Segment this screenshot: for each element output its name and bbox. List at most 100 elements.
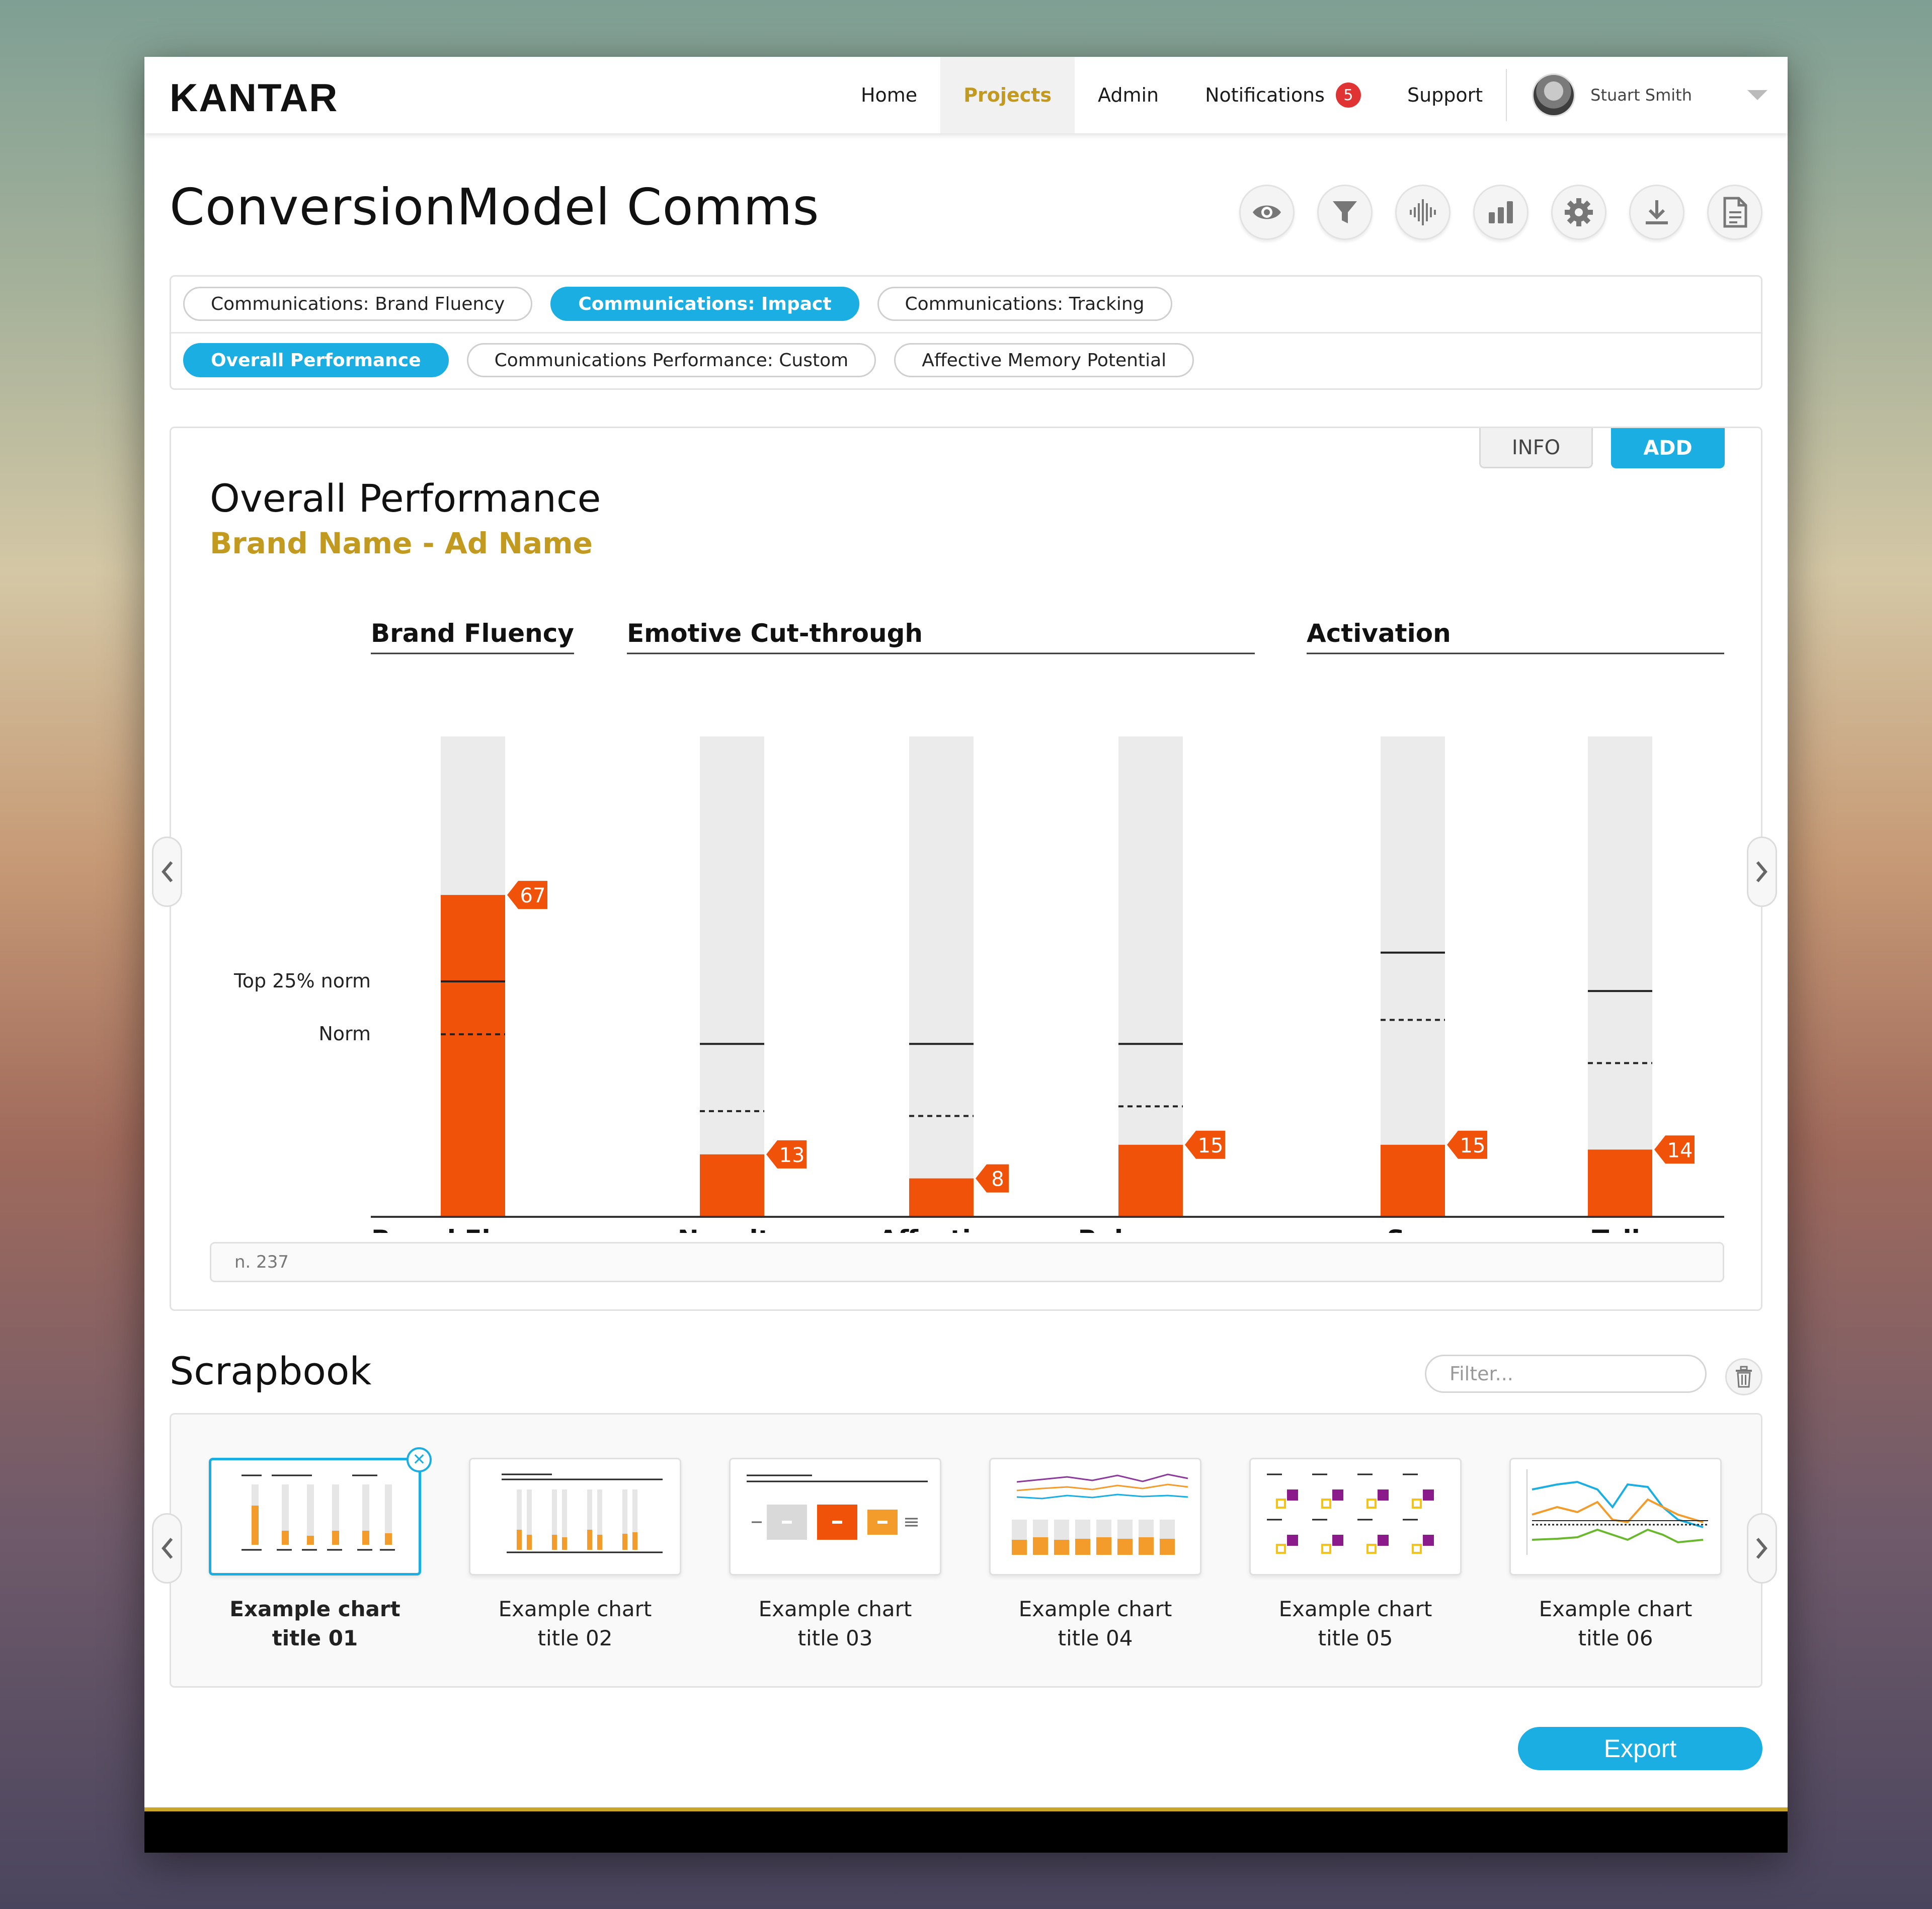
audio-button[interactable]: [1395, 185, 1451, 240]
download-button[interactable]: [1629, 185, 1684, 240]
chart-prev-button[interactable]: [152, 837, 182, 907]
tab-performance-custom[interactable]: Communications Performance: Custom: [466, 343, 876, 377]
tab-affective-memory[interactable]: Affective Memory Potential: [894, 343, 1194, 377]
thumbnail-preview: [729, 1458, 941, 1575]
report-button[interactable]: [1707, 185, 1762, 240]
export-button[interactable]: Export: [1518, 1727, 1762, 1770]
tab-row-reports: Overall Performance Communications Perfo…: [183, 343, 1194, 377]
chevron-right-icon: [1756, 1538, 1767, 1559]
bar: [1118, 1144, 1183, 1217]
scrapbook-title: Scrapbook: [170, 1349, 372, 1393]
thumbnail-preview: [989, 1458, 1201, 1575]
chart-next-button[interactable]: [1747, 837, 1777, 907]
download-icon: [1646, 200, 1668, 224]
value-tag: [1185, 1130, 1225, 1159]
chevron-left-icon: [162, 861, 173, 882]
scrapbook-item[interactable]: Example chart title 02: [469, 1458, 681, 1653]
thumbnail-chart-image: [502, 1473, 663, 1553]
nav-support[interactable]: Support: [1407, 84, 1483, 106]
category-label: Affective: [878, 1225, 1004, 1233]
tab-brand-fluency[interactable]: Communications: Brand Fluency: [183, 287, 533, 321]
bar-track: [1118, 736, 1183, 1217]
user-menu[interactable]: Stuart Smith: [1507, 57, 1788, 133]
base-size-note: n. 237: [210, 1242, 1724, 1282]
report-tabs-panel: Communications: Brand Fluency Communicat…: [170, 275, 1762, 390]
scrapbook-next-button[interactable]: [1747, 1513, 1777, 1584]
info-button[interactable]: INFO: [1479, 428, 1593, 468]
chart-subtitle: Brand Name - Ad Name: [210, 526, 593, 560]
nav-divider: [1506, 69, 1507, 121]
tab-overall-performance[interactable]: Overall Performance: [183, 343, 449, 377]
scrapbook-item-title: Example chart title 03: [758, 1597, 912, 1650]
thumbnail-chart-image: [1267, 1473, 1434, 1554]
chevron-left-icon: [162, 1538, 173, 1559]
value-tag: [766, 1140, 807, 1169]
tab-impact[interactable]: Communications: Impact: [550, 287, 859, 321]
value-tag: [507, 881, 547, 909]
scrapbook-item[interactable]: Example chart title 06: [1509, 1458, 1722, 1653]
avatar: [1532, 73, 1576, 117]
view-button[interactable]: [1239, 185, 1295, 240]
scrapbook-item-title: Example chart title 05: [1278, 1597, 1432, 1650]
bar: [1588, 1149, 1652, 1217]
performance-chart: Brand Fluency Emotive Cut-through Activati…: [233, 619, 1724, 1233]
value-tag: [976, 1164, 1009, 1193]
data-label: 15: [1460, 1134, 1486, 1157]
nav-projects[interactable]: Projects: [940, 57, 1075, 133]
group-header: Brand Fluency: [371, 619, 574, 648]
settings-button[interactable]: [1551, 185, 1606, 240]
tab-row-sections: Communications: Brand Fluency Communicat…: [183, 287, 1172, 321]
bar: [700, 1154, 764, 1217]
nav-notifications[interactable]: Notifications 5: [1182, 57, 1384, 133]
filter-icon: [1333, 201, 1357, 223]
thumbnail-chart-image: [1526, 1469, 1708, 1555]
nav-home[interactable]: Home: [860, 84, 918, 106]
bar-track: [700, 736, 764, 1217]
data-label: 67: [520, 884, 546, 907]
tab-tracking[interactable]: Communications: Tracking: [877, 287, 1172, 321]
audio-wave-icon: [1410, 199, 1436, 225]
bar-track: [909, 736, 974, 1217]
scrapbook-item[interactable]: ✕ Example chart title 01: [209, 1447, 432, 1653]
chevron-right-icon: [1756, 861, 1767, 882]
bar-track: [1381, 736, 1445, 1217]
scrapbook-thumbnails: ✕ Example chart title 01 Example chart t…: [209, 1447, 1722, 1653]
scrapbook-item-title: Example chart title 06: [1539, 1597, 1693, 1650]
scrapbook-filter-input[interactable]: [1425, 1355, 1707, 1393]
add-button[interactable]: ADD: [1611, 428, 1725, 468]
scrapbook-delete-button[interactable]: [1725, 1358, 1762, 1395]
scrapbook-item[interactable]: Example chart title 04: [989, 1458, 1201, 1653]
bar: [909, 1178, 974, 1217]
trash-icon: [1736, 1366, 1752, 1388]
chart-button[interactable]: [1473, 185, 1528, 240]
scrapbook-prev-button[interactable]: [152, 1513, 182, 1584]
main-nav: Home Projects Admin Notifications 5 Supp…: [838, 57, 1788, 133]
chart-panel: INFO ADD Overall Performance Brand Name …: [170, 427, 1762, 1311]
kantar-logo[interactable]: KANTAR: [170, 75, 339, 120]
eye-icon: [1253, 205, 1281, 219]
group-header: Emotive Cut-through: [627, 619, 923, 648]
filter-button[interactable]: [1317, 185, 1373, 240]
user-name: Stuart Smith: [1590, 86, 1692, 105]
legend-norm: Norm: [318, 1023, 371, 1045]
category-label: Relevance: [1078, 1225, 1224, 1233]
scrapbook-item[interactable]: Example chart title 03: [729, 1458, 941, 1653]
window-footer-bar: [144, 1807, 1788, 1853]
scrapbook-panel: ✕ Example chart title 01 Example chart t…: [170, 1413, 1762, 1688]
scrapbook-item[interactable]: Example chart title 05: [1249, 1458, 1462, 1653]
chevron-down-icon: [1747, 90, 1767, 100]
app-window: KANTAR Home Projects Admin Notifications…: [144, 57, 1788, 1853]
thumbnail-preview: [1509, 1458, 1722, 1575]
nav-admin[interactable]: Admin: [1098, 84, 1159, 106]
category-label: Brand Fluency: [371, 1225, 575, 1233]
category-label: Novelty: [678, 1225, 786, 1233]
data-label: 8: [991, 1168, 1004, 1191]
data-label: 15: [1198, 1134, 1224, 1157]
value-tag: [1654, 1135, 1695, 1164]
document-icon: [1723, 197, 1747, 228]
gear-icon: [1565, 198, 1593, 226]
nav-notifications-label: Notifications: [1205, 84, 1325, 106]
toolbar: [1239, 185, 1762, 240]
value-tag: [1447, 1130, 1487, 1159]
remove-item-close-icon[interactable]: ✕: [407, 1447, 432, 1472]
